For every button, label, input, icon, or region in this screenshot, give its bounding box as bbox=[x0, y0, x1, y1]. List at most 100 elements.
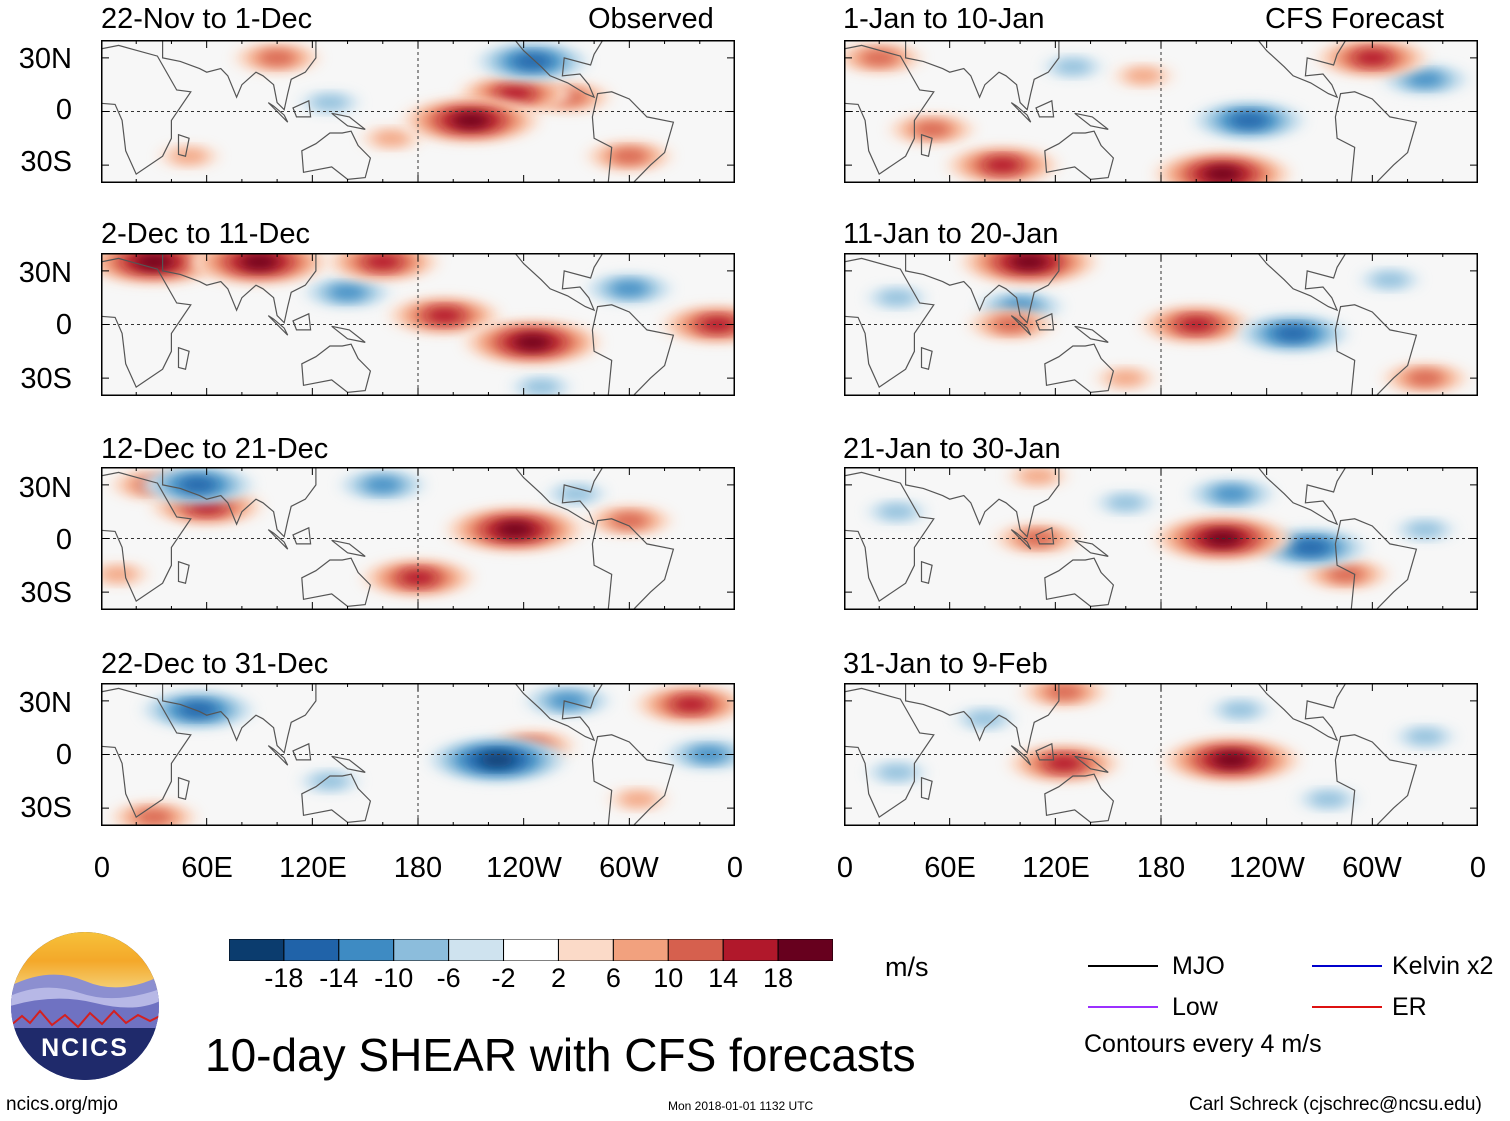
coastline bbox=[1334, 91, 1418, 183]
negative-shear-anomaly bbox=[878, 290, 915, 305]
positive-shear-anomaly bbox=[699, 317, 735, 332]
ylabel-30s-2: 30S bbox=[20, 363, 72, 395]
positive-shear-anomaly bbox=[496, 86, 533, 101]
coastline bbox=[1010, 529, 1032, 550]
positive-shear-anomaly bbox=[1354, 50, 1391, 65]
coastline bbox=[101, 44, 192, 175]
colorbar bbox=[229, 939, 833, 961]
panel-title-3: 12-Dec to 21-Dec bbox=[101, 433, 329, 465]
ylabel-0-4: 0 bbox=[55, 739, 72, 771]
coastline bbox=[1035, 312, 1055, 331]
negative-shear-anomaly bbox=[878, 765, 915, 780]
panel-title-8: 31-Jan to 9-Feb bbox=[843, 648, 1048, 680]
positive-shear-anomaly bbox=[1010, 254, 1047, 269]
coastline bbox=[905, 40, 1060, 111]
positive-shear-anomaly bbox=[1019, 468, 1056, 483]
map-svg bbox=[844, 683, 1478, 826]
positive-shear-anomaly bbox=[611, 149, 648, 164]
positive-shear-anomaly bbox=[171, 149, 208, 164]
colorbar-bin bbox=[338, 939, 395, 961]
xlabel-left-60w: 60W bbox=[599, 852, 659, 884]
negative-shear-anomaly bbox=[878, 504, 915, 519]
positive-shear-anomaly bbox=[1178, 317, 1215, 332]
site-url: ncics.org/mjo bbox=[6, 1094, 118, 1115]
positive-shear-anomaly bbox=[861, 50, 898, 65]
coastline bbox=[905, 683, 1060, 754]
positive-shear-anomaly bbox=[1046, 684, 1083, 699]
colorbar-bin bbox=[283, 939, 340, 961]
coastline bbox=[1074, 325, 1109, 343]
timestamp: Mon 2018-01-01 1132 UTC bbox=[668, 1099, 814, 1113]
positive-shear-anomaly bbox=[611, 513, 648, 528]
colorbar-tick-label: 2 bbox=[550, 963, 566, 993]
negative-shear-anomaly bbox=[311, 95, 348, 110]
coastline bbox=[591, 518, 675, 610]
xlabel-right-60e: 60E bbox=[924, 852, 976, 884]
colorbar-bin bbox=[612, 939, 669, 961]
colorbar-bin bbox=[503, 939, 559, 961]
colorbar-tick-label: -10 bbox=[374, 963, 414, 993]
coastline bbox=[301, 130, 372, 181]
ylabel-0-1: 0 bbox=[55, 94, 72, 126]
coastline bbox=[1334, 734, 1418, 826]
colorbar-tick-label: -18 bbox=[264, 963, 304, 993]
coastline bbox=[1035, 742, 1055, 761]
coastline bbox=[591, 734, 675, 826]
negative-shear-anomaly bbox=[364, 477, 401, 492]
panel-title-5: 1-Jan to 10-Jan bbox=[843, 3, 1045, 35]
map-svg bbox=[101, 683, 735, 826]
coastline bbox=[1074, 112, 1109, 130]
legend-kelvin-label: Kelvin x2 bbox=[1392, 952, 1494, 980]
colorbar-bin bbox=[722, 939, 779, 961]
coastline bbox=[331, 325, 366, 343]
author-credit: Carl Schreck (cjschrec@ncsu.edu) bbox=[1189, 1094, 1482, 1115]
main-title: 10-day SHEAR with CFS forecasts bbox=[205, 1029, 916, 1081]
xlabel-right-0: 0 bbox=[836, 852, 854, 884]
coastline bbox=[514, 40, 604, 99]
colorbar-bin bbox=[229, 939, 285, 961]
coastline bbox=[331, 539, 366, 557]
coastline bbox=[905, 253, 1060, 324]
coastline bbox=[1257, 467, 1347, 526]
colorbar-tick-label: 6 bbox=[605, 963, 621, 993]
positive-shear-anomaly bbox=[1125, 68, 1162, 83]
negative-shear-anomaly bbox=[1407, 522, 1444, 537]
positive-shear-anomaly bbox=[514, 335, 551, 350]
coastline bbox=[514, 467, 604, 526]
negative-shear-anomaly bbox=[479, 752, 516, 767]
forecast-label: CFS Forecast bbox=[1265, 3, 1444, 35]
coastline bbox=[1334, 304, 1418, 396]
positive-shear-anomaly bbox=[188, 499, 225, 514]
negative-shear-anomaly bbox=[1213, 486, 1250, 501]
colorbar-tick-label: -2 bbox=[491, 963, 516, 993]
ncics-logo: NCICS bbox=[10, 931, 160, 1081]
xlabel-left-120w: 120W bbox=[486, 852, 562, 884]
negative-shear-anomaly bbox=[1407, 729, 1444, 744]
positive-shear-anomaly bbox=[1046, 756, 1083, 771]
positive-shear-anomaly bbox=[241, 254, 278, 269]
positive-shear-anomaly bbox=[1204, 167, 1241, 182]
negative-shear-anomaly bbox=[523, 380, 560, 395]
panel-title-4: 22-Dec to 31-Dec bbox=[101, 648, 329, 680]
map-svg bbox=[844, 253, 1478, 396]
coastline bbox=[301, 343, 372, 394]
negative-shear-anomaly bbox=[1292, 540, 1329, 555]
xlabel-left-180: 180 bbox=[393, 852, 443, 884]
xlabel-right-120e: 120E bbox=[1022, 852, 1090, 884]
coastline bbox=[920, 133, 933, 157]
legend-kelvin-line bbox=[1312, 965, 1382, 967]
negative-shear-anomaly bbox=[1310, 792, 1347, 807]
negative-shear-anomaly bbox=[329, 285, 366, 300]
xlabel-right-180: 180 bbox=[1136, 852, 1186, 884]
coastline bbox=[292, 526, 312, 545]
negative-shear-anomaly bbox=[1407, 72, 1444, 87]
coastline bbox=[844, 257, 935, 388]
coastline bbox=[1044, 130, 1115, 181]
map-svg bbox=[101, 467, 735, 610]
coastline bbox=[920, 346, 933, 370]
map-panel-1 bbox=[101, 40, 735, 183]
coastline bbox=[162, 253, 317, 324]
coastline bbox=[292, 742, 312, 761]
positive-shear-anomaly bbox=[259, 50, 296, 65]
coastline bbox=[1044, 343, 1115, 394]
